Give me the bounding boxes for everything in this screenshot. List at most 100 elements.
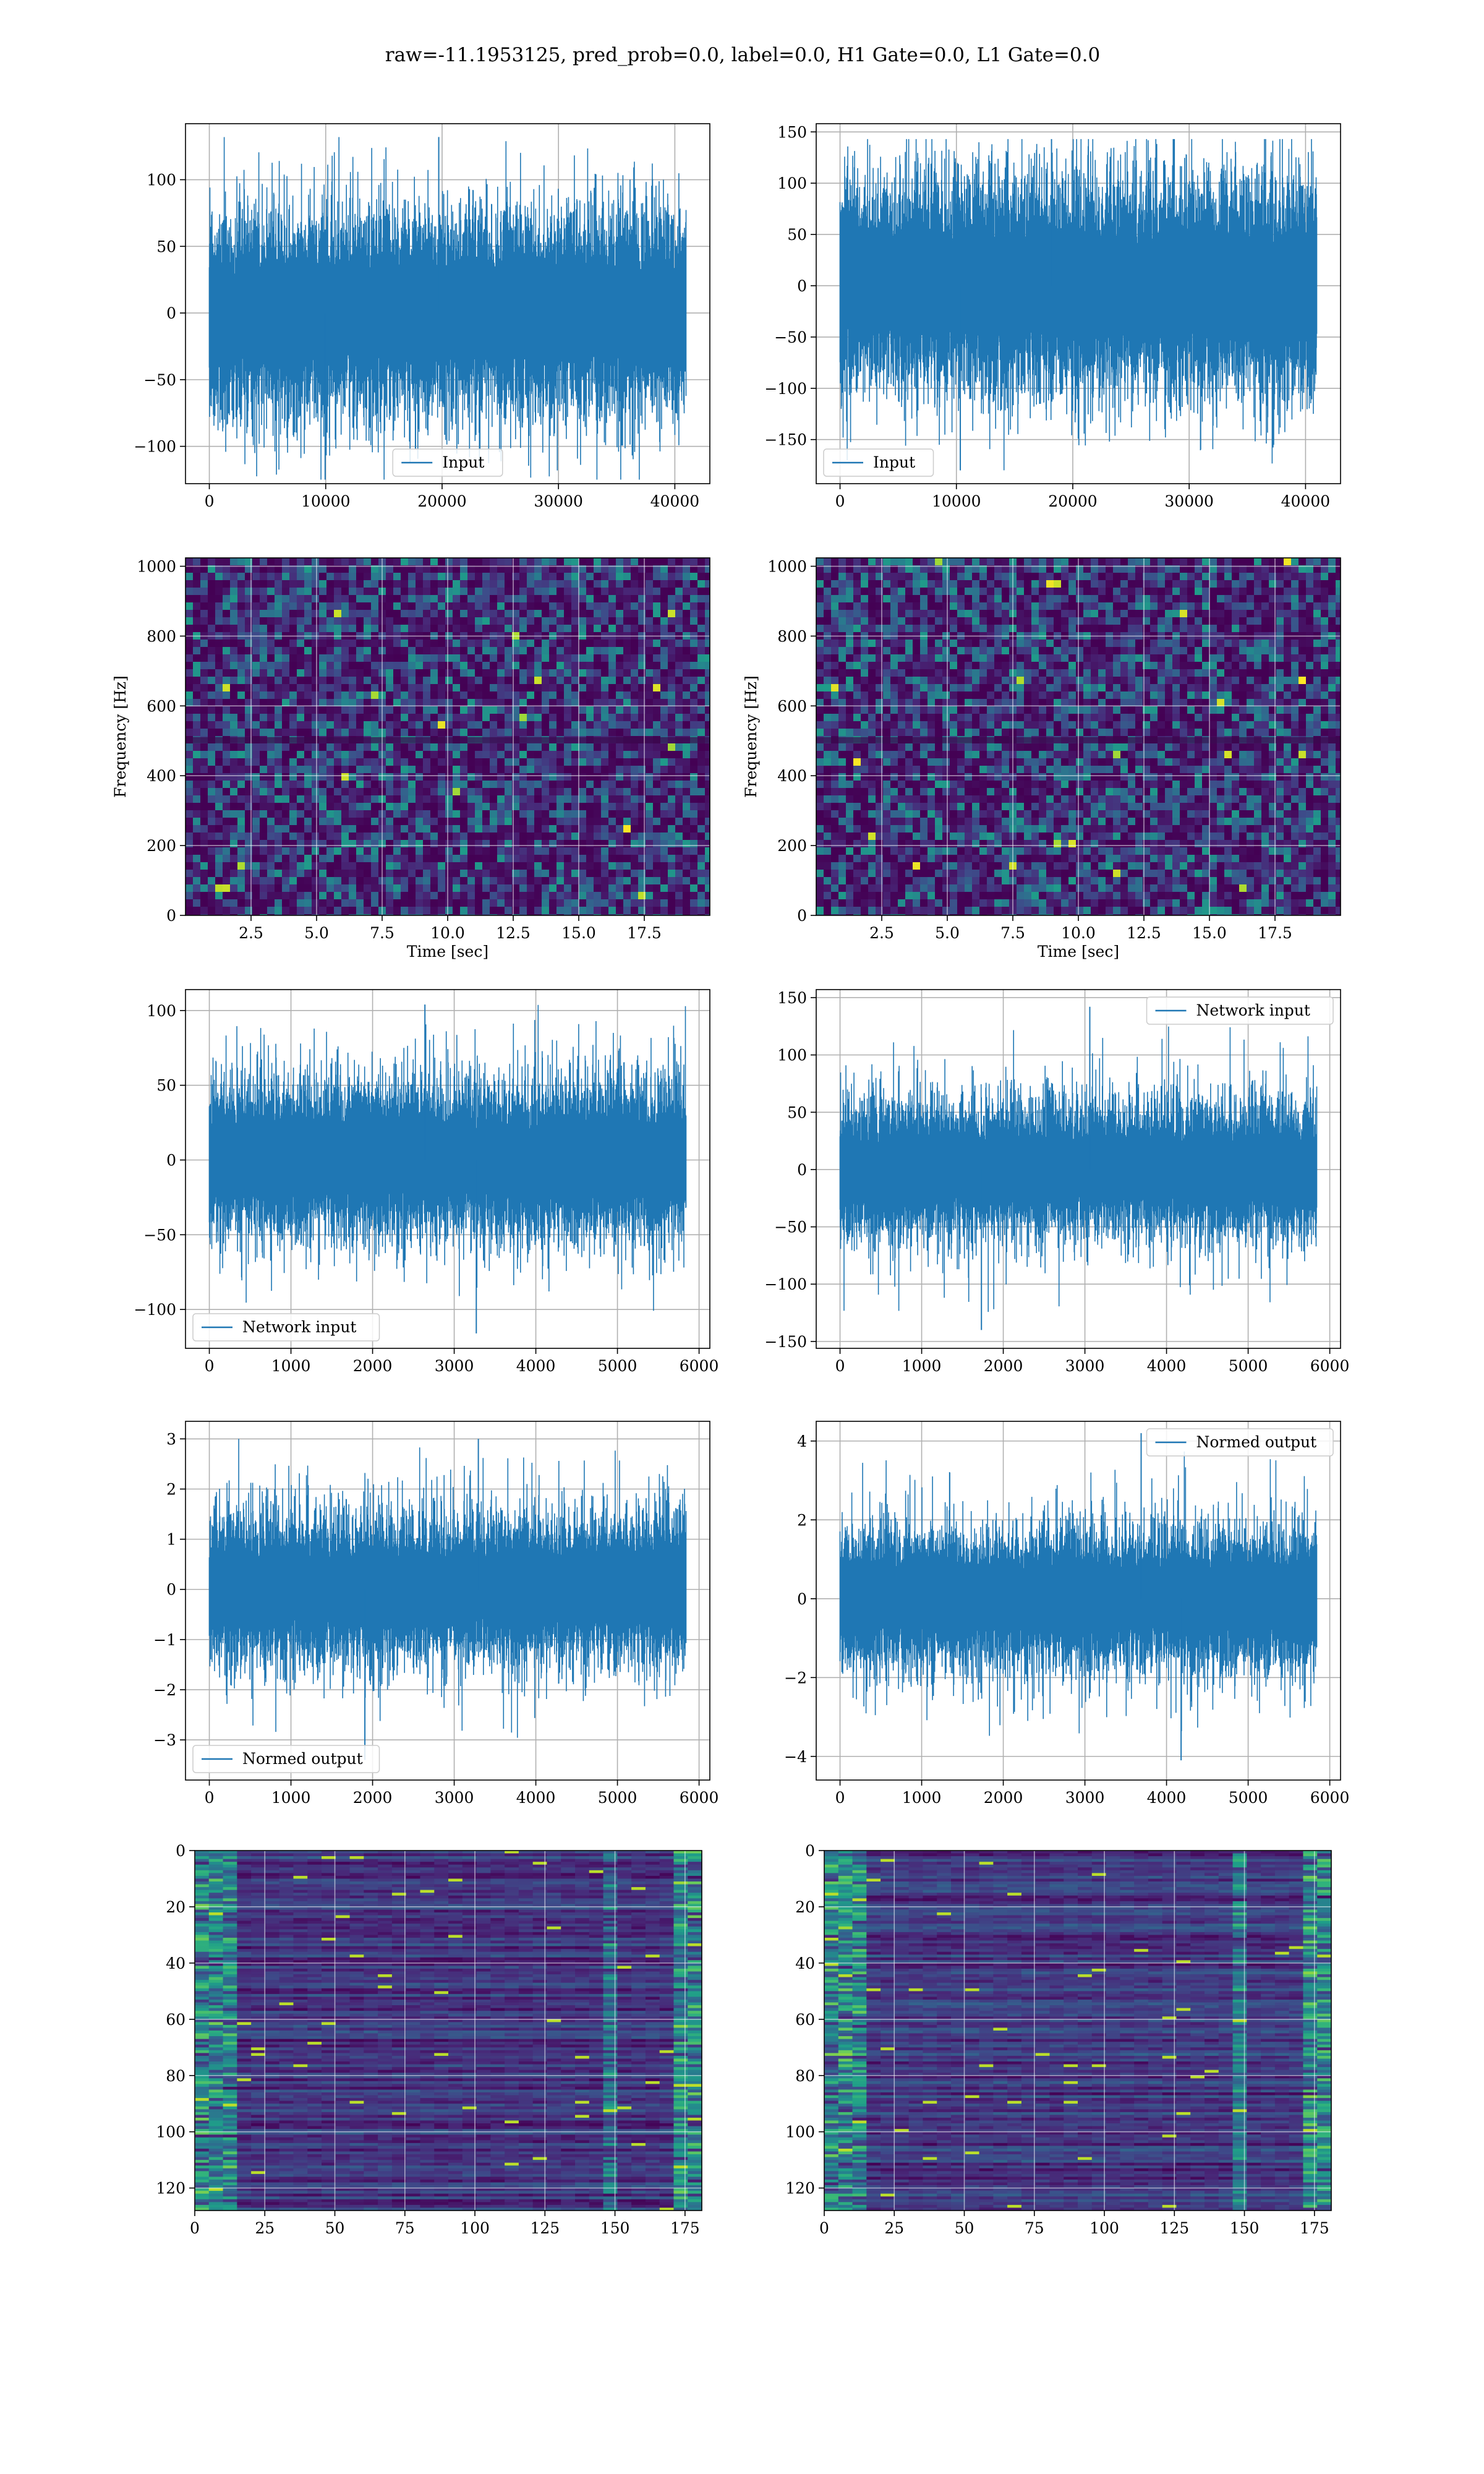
y-tick-label: 0 [176,1842,186,1860]
x-tick-label: 15.0 [561,924,596,942]
x-tick-label: 25 [255,2219,275,2237]
y-tick-label: 60 [166,2011,186,2029]
x-tick-label: 7.5 [370,924,394,942]
x-tick-label: 2000 [984,1357,1023,1375]
x-tick-label: 20000 [417,492,467,510]
series-line [208,1004,687,1311]
x-tick-label: 4000 [516,1357,556,1375]
y-tick-label: −150 [764,1333,807,1351]
legend-label: Input [442,453,484,471]
y-tick-label: 100 [156,2123,186,2141]
y-tick-label: 80 [166,2067,186,2085]
x-tick-label: 100 [460,2219,490,2237]
y-tick-label: 600 [777,697,807,715]
figure-title: raw=-11.1953125, pred_prob=0.0, label=0.… [385,44,1100,66]
x-tick-label: 5000 [1229,1357,1268,1375]
y-tick-label: 3 [166,1430,176,1448]
y-tick-label: 0 [805,1842,815,1860]
subplot-l1-network-input: 0 1000 2000 3000 4000 5000 6000 −150 −100 −50 0 50 1… [764,989,1349,1375]
series-line [839,1451,1318,1736]
y-tick-label: −2 [153,1681,176,1699]
x-tick-label: 4000 [1147,1357,1187,1375]
x-tick-label: 2000 [984,1789,1023,1807]
y-tick-label: 0 [166,1581,176,1599]
x-tick-label: 50 [955,2219,974,2237]
y-tick-label: 150 [777,989,807,1007]
x-tick-label: 2000 [353,1789,393,1807]
x-tick-label: 3000 [435,1789,474,1807]
x-tick-label: 1000 [902,1357,942,1375]
y-tick-label: 40 [795,1954,815,1972]
y-tick-label: 100 [147,1002,176,1020]
y-tick-label: 1000 [137,558,176,576]
y-tick-label: 120 [785,2180,815,2198]
x-tick-label: 2.5 [869,924,894,942]
subplot-l1-feature-map: 0 25 50 75 100 125 150 175 0 20 40 60 80 100 120 [785,1842,1332,2237]
x-tick-label: 5000 [598,1357,638,1375]
legend-box [392,448,503,477]
y-tick-label: −50 [143,371,176,389]
x-tick-label: 0 [835,492,845,510]
subplot-l1-spectrogram: 2.5 5.0 7.5 10.0 12.5 15.0 17.5 0 200 400 600 800 10… [742,557,1341,961]
legend-box [192,1745,380,1773]
axes-frame [816,989,1341,1349]
y-tick-label: −3 [153,1731,176,1749]
axes-frame [185,123,710,484]
x-tick-label: 125 [1159,2219,1189,2237]
x-tick-label: 2.5 [239,924,263,942]
axes-frame [816,123,1341,484]
y-tick-label: −4 [784,1748,807,1766]
legend-label: Normed output [242,1750,363,1768]
axes-frame [194,1850,702,2211]
legend: Normed output [1146,1428,1334,1457]
y-tick-label: 0 [797,1161,807,1179]
x-tick-label: 30000 [534,492,583,510]
x-tick-label: 4000 [1147,1789,1187,1807]
x-tick-label: 10000 [301,492,351,510]
series-line [839,139,1318,471]
y-tick-label: 50 [787,1103,807,1121]
y-tick-label: 600 [147,697,176,715]
y-tick-label: 80 [795,2067,815,2085]
legend: Input [392,448,503,477]
y-tick-label: 4 [797,1432,807,1450]
y-tick-label: −50 [774,1218,807,1236]
y-tick-label: 20 [166,1898,186,1916]
x-tick-label: 0 [835,1789,845,1807]
subplot-l1-input: 0 10000 20000 30000 40000 −150 −100 −50 0 50 100 15… [764,123,1341,510]
y-tick-label: 100 [777,1047,807,1064]
legend: Normed output [192,1745,380,1773]
x-tick-label: 6000 [1310,1357,1350,1375]
x-tick-label: 5.0 [304,924,329,942]
x-tick-label: 1000 [271,1357,311,1375]
y-tick-label: 0 [166,1152,176,1170]
x-tick-label: 0 [205,492,215,510]
legend-box [1146,996,1334,1025]
legend: Network input [192,1313,380,1342]
y-tick-label: −50 [143,1226,176,1244]
series-line [839,1026,1318,1312]
y-tick-label: 2 [797,1511,807,1529]
y-tick-label: 50 [787,226,807,244]
x-tick-label: 40000 [650,492,700,510]
y-axis-label: Frequency [Hz] [111,675,129,798]
x-tick-label: 10.0 [1061,924,1096,942]
legend-box [823,448,934,477]
x-tick-label: 100 [1090,2219,1119,2237]
x-tick-label: 3000 [1065,1789,1105,1807]
y-tick-label: 2 [166,1481,176,1499]
y-tick-label: 200 [147,837,176,855]
y-tick-label: 100 [147,171,176,189]
subplot-h1-network-input: 0 1000 2000 3000 4000 5000 6000 −100 −50 0 50 100 Ne… [134,989,719,1375]
subplot-l1-normed-output: 0 1000 2000 3000 4000 5000 6000 −4 −2 0 2 4 Normed o… [784,1421,1349,1807]
y-tick-label: 800 [147,627,176,645]
x-tick-label: 175 [1300,2219,1329,2237]
x-tick-label: 15.0 [1192,924,1227,942]
subplot-h1-input: 0 10000 20000 30000 40000 −100 −50 0 50 100 Input [134,123,710,510]
legend: Network input [1146,996,1334,1025]
y-tick-label: 800 [777,627,807,645]
subplot-grid: 0 10000 20000 30000 40000−100−50050100Input0… [111,123,1349,2237]
y-tick-label: 0 [797,1590,807,1608]
y-axis-label: Frequency [Hz] [742,675,760,798]
